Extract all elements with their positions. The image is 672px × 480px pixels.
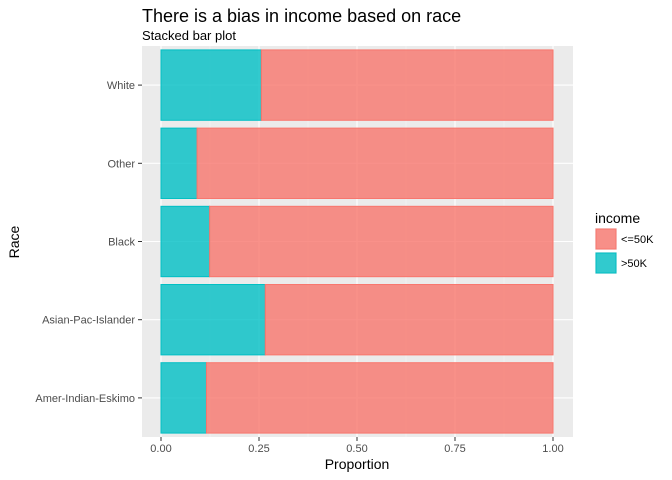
legend-swatch — [595, 252, 617, 274]
legend-swatch — [595, 228, 617, 250]
bar-le50k — [205, 362, 554, 434]
legend-items: <=50K >50K — [595, 228, 654, 274]
x-tick-label: 0.75 — [444, 443, 465, 455]
bar-gt50k — [160, 284, 266, 356]
y-axis: White Other Black Asian-Pac-Islander Amer-In… — [35, 80, 142, 405]
y-tick-label: Other — [107, 158, 135, 170]
x-axis-title: Proportion — [325, 456, 390, 472]
bar-gt50k — [160, 205, 211, 278]
bar-le50k — [209, 205, 554, 278]
x-axis: 0.00 0.25 0.50 0.75 1.00 — [150, 437, 564, 455]
x-tick-label: 0.50 — [346, 443, 367, 455]
x-tick-label: 0.00 — [150, 443, 171, 455]
bar-gt50k — [160, 127, 198, 199]
legend-title: income — [595, 210, 640, 226]
legend-label: >50K — [621, 258, 648, 270]
y-tick-label: Asian-Pac-Islander — [42, 315, 135, 327]
x-tick-label: 1.00 — [542, 443, 563, 455]
y-tick-label: White — [107, 80, 135, 92]
y-axis-title: Race — [6, 225, 22, 258]
bars — [160, 49, 554, 434]
chart-title: There is a bias in income based on race — [142, 6, 461, 26]
y-tick-label: Black — [108, 237, 135, 249]
legend: income <=50K >50K — [595, 210, 654, 274]
bar-le50k — [264, 284, 554, 356]
bar-le50k — [260, 49, 554, 121]
y-tick-label: Amer-Indian-Eskimo — [35, 393, 135, 405]
bar-gt50k — [160, 362, 207, 434]
legend-label: <=50K — [621, 234, 654, 246]
bar-gt50k — [160, 49, 262, 121]
x-tick-label: 0.25 — [248, 443, 269, 455]
chart-subtitle: Stacked bar plot — [142, 28, 236, 43]
bar-le50k — [196, 127, 554, 199]
